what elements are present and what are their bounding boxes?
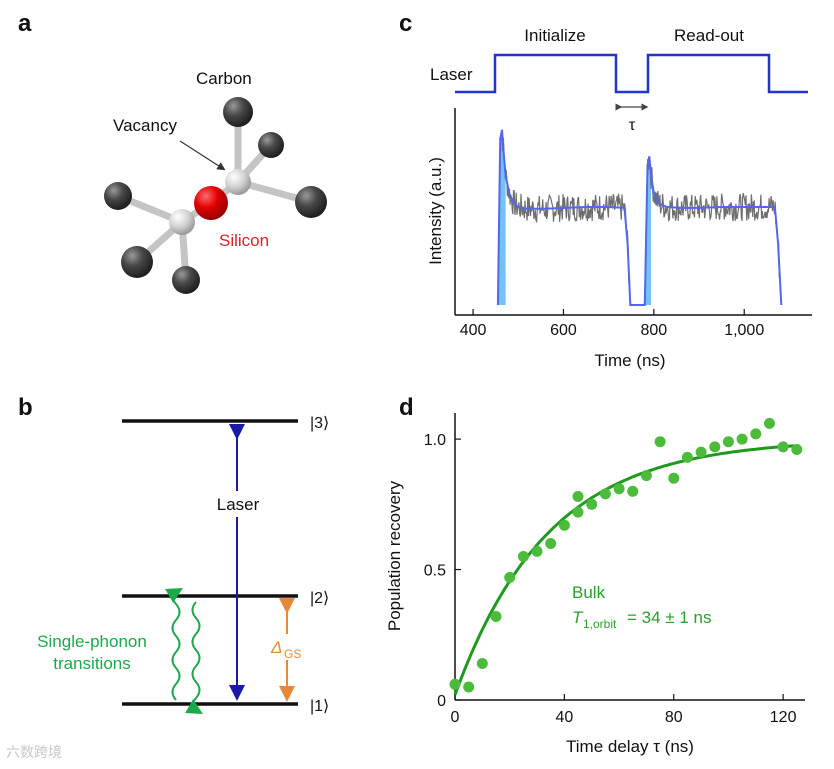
d-data-point [586, 498, 598, 510]
panel-label-b: b [18, 394, 33, 421]
d-data-point [640, 470, 652, 482]
d-annotation-t: T [572, 608, 584, 627]
d-y-tick-label: 1.0 [424, 432, 446, 449]
label-silicon: Silicon [219, 231, 269, 250]
carbon-atom [295, 186, 327, 218]
phonon-down-arrow [185, 601, 203, 714]
d-data-point [777, 441, 789, 453]
d-data-point [709, 441, 721, 453]
d-data-point [722, 436, 734, 448]
d-data-point [558, 519, 570, 531]
d-data-point [599, 488, 611, 500]
d-data-point [504, 571, 516, 583]
d-data-point [695, 446, 707, 458]
label-carbon: Carbon [196, 69, 252, 88]
carbon-atom [258, 132, 284, 158]
d-data-point [545, 538, 557, 549]
d-fit-curve [453, 444, 795, 696]
tau-label: τ [629, 117, 636, 134]
carbon-atom [121, 246, 153, 278]
d-data-point [764, 417, 775, 429]
laser-label-bg [207, 491, 269, 517]
d-x-axis-label: Time delay τ (ns) [566, 737, 694, 756]
d-data-point [681, 451, 693, 463]
c-x-tick-label: 1,000 [724, 322, 764, 339]
d-y-tick-label: 0 [437, 693, 446, 710]
d-annotation-t-sub: 1,orbit [583, 617, 617, 631]
c-x-axis-label: Time (ns) [594, 351, 665, 370]
delta-subscript: GS [284, 647, 301, 661]
d-data-point [449, 678, 461, 690]
d-data-point [750, 428, 762, 440]
c-x-tick-label: 400 [460, 322, 487, 339]
carbon-atom [104, 182, 132, 210]
delta-label-bg [270, 634, 308, 660]
pulse-label-laser: Laser [430, 65, 473, 84]
d-data-point [517, 551, 529, 562]
d-data-point [736, 433, 748, 445]
d-data-point [791, 444, 803, 455]
d-x-tick-label: 80 [665, 709, 683, 726]
c-y-axis-label: Intensity (a.u.) [426, 157, 445, 265]
phonon-label-line2: transitions [53, 654, 130, 673]
d-data-point [572, 506, 584, 518]
c-fit-line [496, 129, 783, 306]
d-data-point [572, 491, 584, 502]
panel-b-energy-diagram: |3⟩ |2⟩ |1⟩ Laser Δ GS Single-phonon tra… [37, 415, 329, 715]
laser-label: Laser [217, 495, 260, 514]
d-data-point [627, 485, 639, 497]
d-ticks: 0 40 80 120 0 0.5 1.0 [424, 432, 797, 726]
d-x-tick-label: 0 [451, 709, 460, 726]
vacancy-site [169, 209, 195, 235]
d-data-point [476, 658, 488, 669]
carbon-atom [172, 266, 200, 294]
watermark: 六数跨境 [6, 744, 62, 760]
panel-d-chart: 0 40 80 120 0 0.5 1.0 Time delay τ (ns) Popula… [385, 413, 805, 756]
vacancy-site [225, 169, 251, 195]
d-annotation-bulk: Bulk [572, 583, 606, 602]
d-data-point [463, 681, 475, 693]
level-1-label: |1⟩ [310, 698, 329, 715]
pulse-label-readout: Read-out [674, 26, 744, 45]
d-data-point [654, 436, 666, 448]
pulse-label-initialize: Initialize [524, 26, 585, 45]
d-data-point [490, 611, 502, 622]
label-vacancy: Vacancy [113, 116, 177, 135]
panel-c-chart: 400 600 800 1,000 Time (ns) Intensity (a.u.… [426, 108, 812, 370]
c-raw-trace [497, 129, 782, 306]
level-2-label: |2⟩ [310, 590, 329, 607]
d-y-axis-label: Population recovery [385, 480, 404, 631]
level-3-label: |3⟩ [310, 415, 329, 432]
d-data-point [531, 545, 543, 557]
panel-a-molecule: Carbon Vacancy Silicon [104, 69, 327, 294]
vacancy-pointer-arrow [179, 140, 226, 171]
d-data-point [613, 483, 625, 495]
c-x-ticks: 400 600 800 1,000 [460, 309, 764, 339]
panel-label-c: c [399, 10, 413, 37]
carbon-atom [223, 97, 253, 127]
d-x-tick-label: 40 [555, 709, 573, 726]
delta-symbol: Δ [270, 638, 282, 657]
d-annotation-value: = 34 ± 1 ns [627, 608, 711, 627]
d-x-tick-label: 120 [770, 709, 797, 726]
d-data-point [668, 472, 680, 484]
c-x-tick-label: 800 [640, 322, 667, 339]
panel-label-d: d [399, 394, 414, 421]
silicon-atom [194, 186, 228, 220]
c-x-tick-label: 600 [550, 322, 577, 339]
d-data-points [449, 417, 803, 693]
phonon-label-line1: Single-phonon [37, 632, 147, 651]
phonon-up-arrow [165, 588, 183, 701]
d-y-tick-label: 0.5 [424, 563, 446, 580]
panel-label-a: a [18, 10, 32, 37]
laser-pulse-waveform [455, 53, 808, 94]
panel-c-pulse-sequence: Laser Initialize Read-out τ [430, 26, 808, 134]
